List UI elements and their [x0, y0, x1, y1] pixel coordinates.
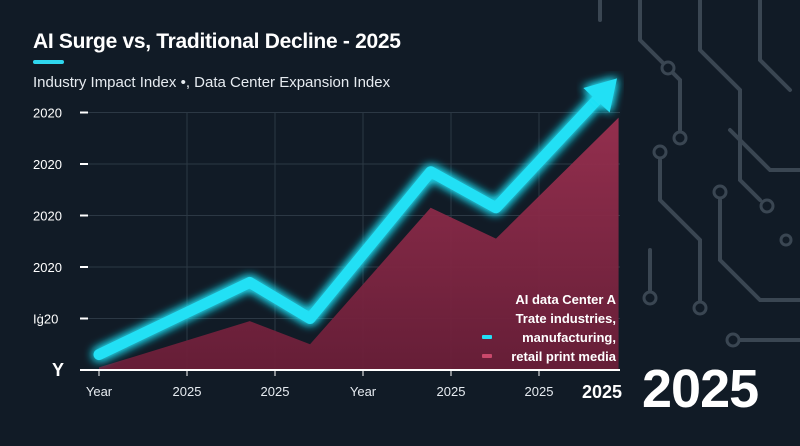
y-tick-label: Iġ20: [33, 312, 58, 327]
big-year-label: 2025: [642, 359, 759, 419]
legend-line: manufacturing,: [522, 330, 616, 345]
x-tick-label: 2025: [261, 384, 290, 399]
legend-swatch-traditional: [482, 354, 492, 358]
x-tick-label: 2025: [173, 384, 202, 399]
y-tick-label: 2020: [33, 157, 62, 172]
legend: AI data Center A Trate industries, manuf…: [478, 290, 616, 366]
y-axis-label: Y: [52, 360, 64, 380]
x-end-label: 2025: [582, 382, 622, 402]
y-tick-label: 2020: [33, 106, 62, 121]
legend-line: AI data Center A: [515, 292, 616, 307]
traditional-area: [99, 117, 619, 371]
legend-swatch-ai: [482, 335, 492, 339]
x-tick-label: 2025: [437, 384, 466, 399]
legend-line: retail print media: [511, 349, 616, 364]
title-accent-bar: [33, 60, 64, 64]
chart-subtitle: Industry Impact Index •, Data Center Exp…: [33, 74, 391, 91]
chart-title: AI Surge vs, Traditional Decline - 2025: [33, 30, 401, 53]
y-tick-label: 2020: [33, 209, 62, 224]
ai-line: [93, 94, 603, 361]
x-tick-label: Year: [350, 384, 377, 399]
y-tick-label: 2020: [33, 260, 62, 275]
legend-line: Trate industries,: [515, 311, 616, 326]
x-tick-label: Year: [86, 384, 113, 399]
arrowhead-icon: [583, 78, 618, 113]
x-tick-label: 2025: [525, 384, 554, 399]
